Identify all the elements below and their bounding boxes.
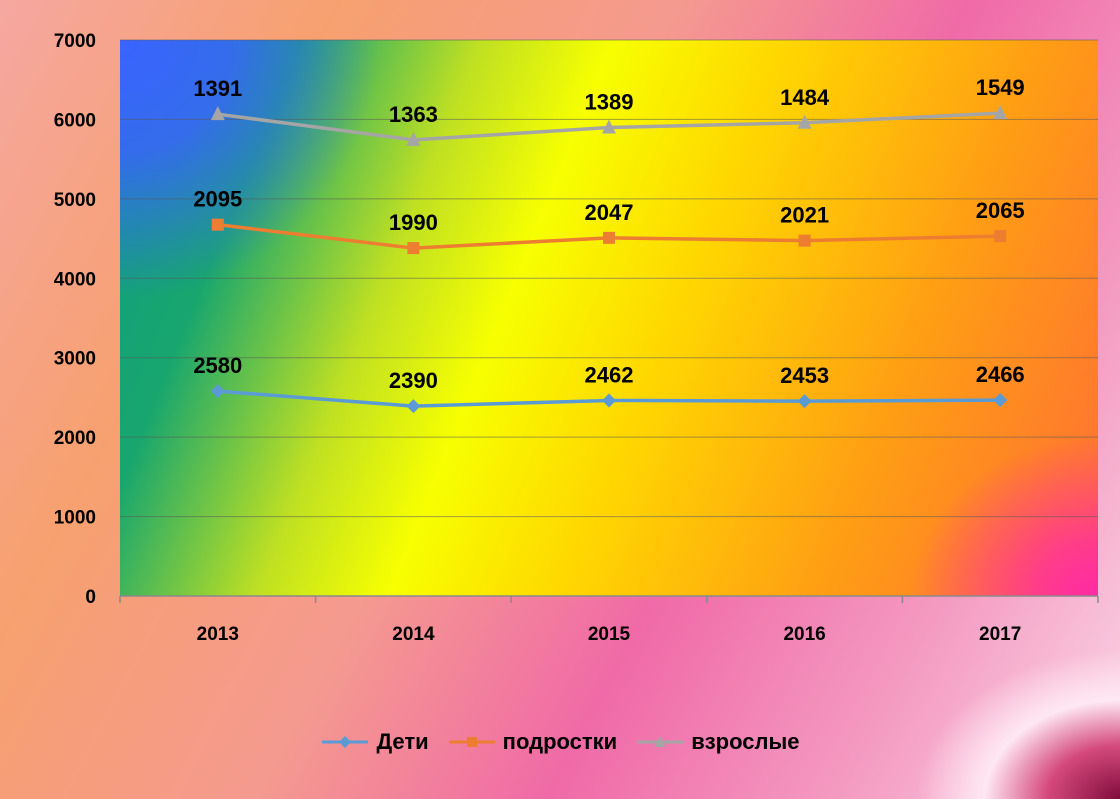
data-label: 1363	[389, 102, 438, 127]
data-labels: 2580 2390 2462 2453 2466 2095 1990 2047 2021 2065…	[193, 75, 1024, 393]
axes: 0 1000 2000 3000 4000 5000 6000 7000 2013 2014 201…	[54, 31, 1099, 645]
data-point	[602, 393, 616, 408]
data-label: 2453	[780, 363, 829, 388]
y-tick-label: 1000	[54, 508, 96, 529]
x-tick-label: 2015	[588, 624, 631, 645]
y-tick-label: 2000	[54, 428, 96, 449]
data-label: 1391	[193, 76, 242, 101]
data-point	[211, 218, 224, 231]
legend-swatch-vzroslye	[637, 736, 684, 747]
legend-label-deti: Дети	[376, 729, 429, 754]
data-label: 1990	[389, 210, 438, 235]
data-point	[993, 393, 1008, 408]
legend-label-podrostki: подростки	[502, 729, 618, 754]
legend-item-vzroslye: взрослые	[635, 729, 800, 755]
data-point	[797, 114, 812, 129]
x-tick-label: 2017	[979, 624, 1021, 645]
y-tick-label: 3000	[54, 349, 96, 370]
data-label: 2390	[389, 368, 438, 393]
data-label: 2095	[193, 187, 242, 212]
data-point	[602, 119, 616, 134]
y-tick-label: 7000	[54, 31, 96, 52]
y-tick-label: 5000	[54, 190, 96, 211]
data-label: 2580	[193, 353, 242, 378]
data-label: 2047	[585, 200, 634, 225]
legend-label-vzroslye: взрослые	[691, 729, 800, 754]
y-tick-label: 0	[85, 587, 96, 608]
legend-marker	[654, 736, 667, 747]
legend-marker	[466, 737, 477, 747]
data-point	[993, 105, 1008, 120]
data-point	[407, 242, 420, 255]
data-label: 2466	[976, 362, 1025, 387]
data-point	[797, 394, 812, 409]
data-point	[798, 234, 811, 247]
data-point	[406, 399, 421, 414]
legend: Дети подростки взрослые	[280, 729, 840, 755]
legend-swatch-podrostki	[448, 737, 495, 747]
legend-swatch-deti	[322, 736, 369, 748]
legend-item-deti: Дети	[320, 729, 429, 755]
data-point	[406, 131, 421, 146]
y-tick-label: 4000	[54, 269, 96, 290]
data-label: 2462	[585, 362, 634, 387]
legend-marker	[339, 736, 352, 748]
data-point	[210, 106, 225, 121]
series-group	[210, 105, 1008, 414]
data-point	[603, 231, 615, 244]
data-point	[210, 384, 225, 399]
legend-item-podrostki: подростки	[447, 729, 618, 755]
data-point	[994, 230, 1007, 243]
data-label: 2065	[976, 198, 1025, 223]
x-tick-label: 2014	[392, 624, 435, 645]
data-label: 1389	[585, 90, 634, 115]
gridlines	[120, 39, 1098, 518]
data-label: 2021	[780, 203, 829, 228]
data-label: 1549	[976, 75, 1025, 100]
x-tick-label: 2013	[197, 624, 239, 645]
data-label: 1484	[780, 85, 830, 110]
x-tick-label: 2016	[783, 624, 825, 645]
y-tick-label: 6000	[54, 110, 96, 131]
